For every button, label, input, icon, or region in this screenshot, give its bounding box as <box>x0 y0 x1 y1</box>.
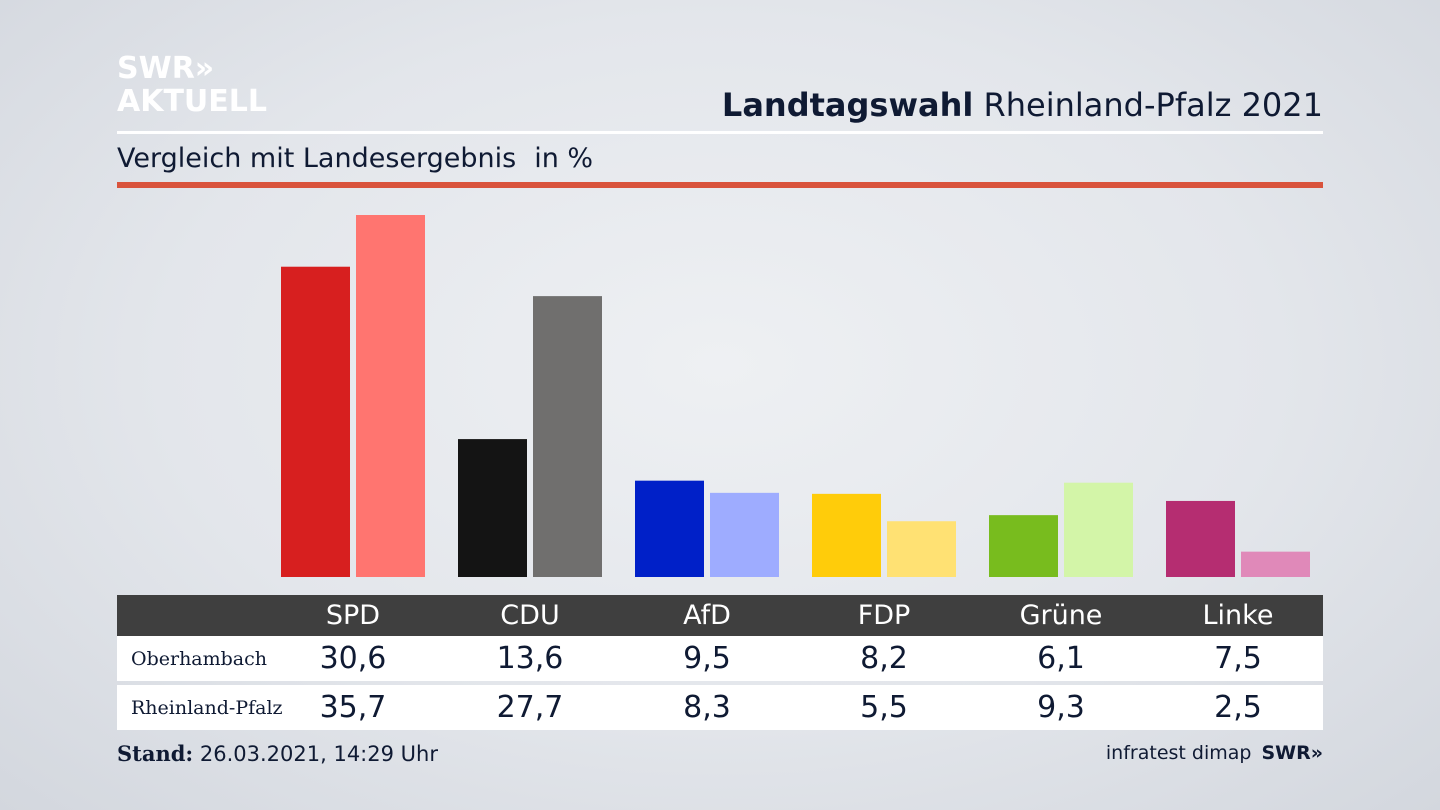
source-text: infratest dimap <box>1105 742 1252 764</box>
bar-cdu-rheinland-pfalz <box>533 296 602 577</box>
value-linke-oberhambach: 7,5 <box>1214 641 1262 676</box>
bar-afd-rheinland-pfalz <box>710 492 779 577</box>
value-spd-rheinland-pfalz: 35,7 <box>319 690 387 725</box>
timestamp: Stand: 26.03.2021, 14:29 Uhr <box>117 741 438 766</box>
logo-line-aktuell: AKTUELL <box>117 84 268 119</box>
stand-value: 26.03.2021, 14:29 Uhr <box>199 742 438 766</box>
swr-aktuell-logo: SWR» AKTUELL <box>117 54 267 117</box>
value-grüne-oberhambach: 6,1 <box>1037 641 1085 676</box>
table-header-row: SPD CDU AfD FDP Grüne Linke <box>117 595 1323 636</box>
table-row: Oberhambach 30,6 13,6 9,5 8,2 6,1 7,5 <box>117 636 1323 681</box>
row-label-oberhambach: Oberhambach <box>131 647 268 670</box>
column-header-cdu: CDU <box>500 600 560 631</box>
page-title: Landtagswahl Rheinland-Pfalz 2021 <box>722 86 1323 124</box>
column-header-linke: Linke <box>1202 600 1274 631</box>
subtitle-text: Vergleich mit Landesergebnis <box>117 143 517 174</box>
header-divider <box>117 131 1323 134</box>
title-bold: Landtagswahl <box>721 86 974 124</box>
bar-cdu-oberhambach <box>458 439 527 577</box>
value-fdp-oberhambach: 8,2 <box>860 641 908 676</box>
logo-line-swr: SWR» <box>117 51 215 86</box>
column-header-spd: SPD <box>325 600 381 631</box>
value-linke-rheinland-pfalz: 2,5 <box>1214 690 1262 725</box>
value-cdu-rheinland-pfalz: 27,7 <box>496 690 564 725</box>
swr-brand-logo: SWR» <box>1261 742 1323 764</box>
bar-spd-rheinland-pfalz <box>356 215 425 577</box>
column-header-fdp: FDP <box>857 600 911 631</box>
table-row: Rheinland-Pfalz 35,7 27,7 8,3 5,5 9,3 2,5 <box>117 685 1323 730</box>
bar-afd-oberhambach <box>635 480 704 577</box>
bar-grüne-oberhambach <box>989 515 1058 577</box>
column-header-grüne: Grüne <box>1019 600 1103 631</box>
bar-fdp-rheinland-pfalz <box>887 521 956 577</box>
value-afd-rheinland-pfalz: 8,3 <box>683 690 731 725</box>
row-label-rheinland-pfalz: Rheinland-Pfalz <box>131 696 283 719</box>
title-rest: Rheinland-Pfalz 2021 <box>983 86 1323 124</box>
subtitle-unit: in % <box>534 143 594 174</box>
bar-spd-oberhambach <box>281 266 350 577</box>
column-header-afd: AfD <box>683 600 731 631</box>
bar-fdp-oberhambach <box>812 493 881 577</box>
bar-linke-oberhambach <box>1166 500 1235 577</box>
value-grüne-rheinland-pfalz: 9,3 <box>1037 690 1085 725</box>
value-afd-oberhambach: 9,5 <box>683 641 731 676</box>
source-credit: infratest dimap SWR» <box>1106 742 1323 764</box>
stand-label: Stand: <box>117 741 194 766</box>
chart-subtitle: Vergleich mit Landesergebnis in % <box>117 143 593 174</box>
bar-grüne-rheinland-pfalz <box>1064 482 1133 577</box>
value-cdu-oberhambach: 13,6 <box>496 641 564 676</box>
value-fdp-rheinland-pfalz: 5,5 <box>860 690 908 725</box>
accent-rule <box>117 182 1323 188</box>
value-spd-oberhambach: 30,6 <box>319 641 387 676</box>
bar-linke-rheinland-pfalz <box>1241 551 1310 577</box>
